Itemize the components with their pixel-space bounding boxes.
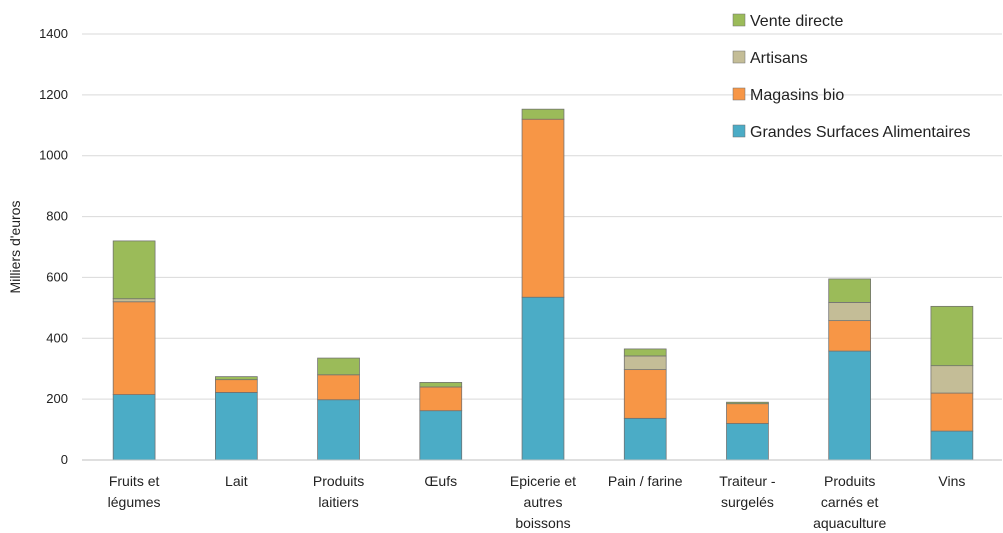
bar-segment xyxy=(828,278,871,303)
x-tick-label: Traiteur - xyxy=(719,473,776,489)
y-axis-label: Milliers d'euros xyxy=(7,201,23,294)
legend-swatch xyxy=(732,13,746,27)
bar-segment xyxy=(623,369,667,419)
bar-segment xyxy=(623,348,667,357)
legend-label: Vente directe xyxy=(750,13,844,30)
y-axis-ticks: 0 200 400 600 800 1000 1200 1400 xyxy=(39,26,68,467)
y-tick-label: 1200 xyxy=(39,87,68,102)
bar-segment xyxy=(930,365,974,394)
x-tick-label: Fruits et xyxy=(109,473,160,489)
bar-segment xyxy=(419,386,463,412)
x-tick-label: Pain / farine xyxy=(608,473,683,489)
bar-segment xyxy=(215,376,258,381)
bar-segment xyxy=(623,417,667,461)
x-tick-label: boissons xyxy=(515,515,570,531)
x-tick-label: Œufs xyxy=(424,473,457,489)
x-tick-label: Lait xyxy=(225,473,248,489)
y-tick-label: 1000 xyxy=(39,148,68,163)
legend-label: Grandes Surfaces Alimentaires xyxy=(750,124,971,141)
y-tick-label: 0 xyxy=(61,452,68,467)
legend-label: Artisans xyxy=(750,50,808,67)
legend-swatch xyxy=(732,124,746,138)
legend-swatch xyxy=(732,87,746,101)
bar-segment xyxy=(930,305,974,367)
bars xyxy=(112,108,974,461)
legend: Vente directe Artisans Magasins bio Grandes… xyxy=(732,13,971,141)
bar-segment xyxy=(726,403,769,424)
y-tick-label: 200 xyxy=(46,391,68,406)
bar-segment xyxy=(317,399,360,461)
legend-swatch xyxy=(732,50,746,64)
x-tick-label: surgelés xyxy=(721,494,774,510)
bar-segment xyxy=(215,392,258,461)
bar-segment xyxy=(419,382,463,388)
bar-segment xyxy=(112,394,156,461)
x-tick-label: autres xyxy=(524,494,563,510)
x-tick-label: Epicerie et xyxy=(510,473,576,489)
x-tick-label: Produits xyxy=(313,473,364,489)
x-tick-label: légumes xyxy=(108,494,161,510)
x-tick-label: carnés et xyxy=(821,494,879,510)
y-tick-label: 1400 xyxy=(39,26,68,41)
bar-segment xyxy=(112,301,156,395)
bar-segment xyxy=(828,320,871,352)
bar-segment xyxy=(623,355,667,371)
bar-segment xyxy=(930,392,974,432)
y-tick-label: 400 xyxy=(46,330,68,345)
x-tick-label: aquaculture xyxy=(813,515,886,531)
bar-segment xyxy=(521,296,565,461)
bar-segment xyxy=(828,350,871,461)
bar-segment xyxy=(828,302,871,322)
bar-segment xyxy=(317,374,360,401)
x-tick-label: laitiers xyxy=(318,494,358,510)
bar-segment xyxy=(521,108,565,120)
y-tick-label: 600 xyxy=(46,269,68,284)
bar-segment xyxy=(930,430,974,461)
bar-segment xyxy=(112,298,156,303)
x-tick-label: Vins xyxy=(938,473,965,489)
legend-label: Magasins bio xyxy=(750,87,844,104)
bar-segment xyxy=(419,410,463,461)
bar-segment xyxy=(726,401,769,405)
bar-segment xyxy=(215,379,258,393)
y-tick-label: 800 xyxy=(46,209,68,224)
bar-segment xyxy=(521,118,565,298)
bar-segment xyxy=(317,357,360,376)
x-tick-label: Produits xyxy=(824,473,875,489)
x-axis-labels: Fruits et légumes Lait Produits laitiers Œufs… xyxy=(108,473,966,531)
bar-segment xyxy=(112,240,156,300)
bar-segment xyxy=(726,423,769,461)
